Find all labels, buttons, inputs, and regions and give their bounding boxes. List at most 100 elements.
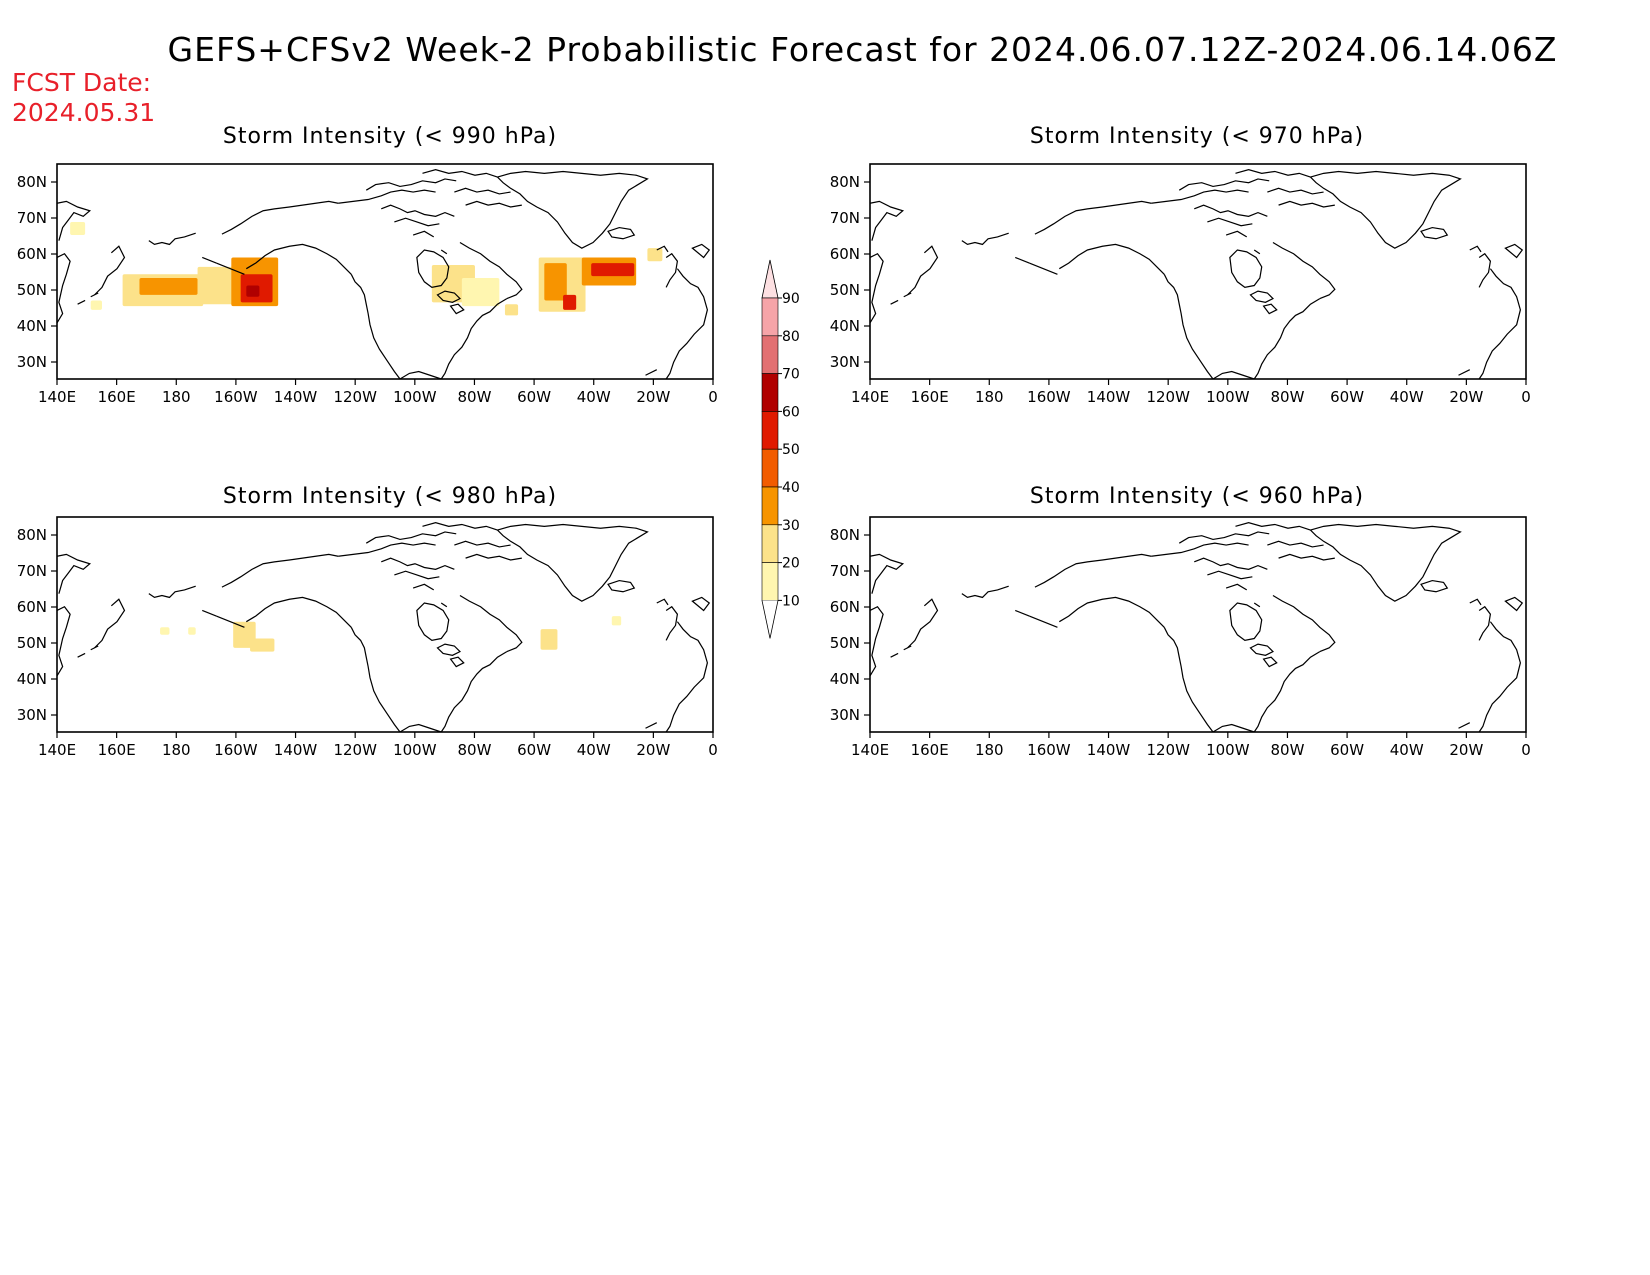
probability-cell [563, 294, 577, 310]
colorbar-label: 70 [782, 367, 800, 383]
map-frame [56, 163, 714, 380]
lat-tick-label: 80N [830, 526, 860, 544]
lat-tick-label: 40N [17, 670, 47, 688]
fcst-date-caption: FCST Date: [12, 68, 152, 97]
lon-tick-label: 160W [214, 388, 258, 406]
probability-cell [591, 263, 635, 277]
lon-tick-label: 120W [333, 388, 377, 406]
lat-tick-label: 40N [17, 317, 47, 335]
lon-tick-label: 140E [38, 741, 76, 759]
lon-tick-label: 60W [1330, 741, 1364, 759]
probability-cell [160, 627, 170, 635]
probability-shading [70, 221, 663, 316]
lat-tick-label: 60N [17, 598, 47, 616]
lon-tick-label: 0 [708, 388, 718, 406]
probability-cell [540, 629, 558, 650]
colorbar-label: 50 [782, 442, 800, 458]
lat-tick-label: 60N [830, 598, 860, 616]
map-frame [869, 516, 1527, 733]
lon-tick-label: 80W [457, 388, 491, 406]
lat-tick-label: 40N [830, 317, 860, 335]
coastlines [869, 168, 1523, 380]
lon-tick-label: 140W [274, 388, 318, 406]
lon-tick-label: 40W [1390, 741, 1424, 759]
lon-tick-label: 180 [162, 741, 191, 759]
lat-tick-label: 40N [830, 670, 860, 688]
colorbar-label: 60 [782, 404, 800, 420]
probability-cell [544, 263, 567, 301]
colorbar-bottom-arrow [761, 600, 779, 639]
probability-shading [160, 616, 622, 652]
lon-tick-label: 160W [214, 741, 258, 759]
lon-tick-label: 80W [1270, 388, 1304, 406]
lon-tick-label: 80W [1270, 741, 1304, 759]
lon-tick-label: 0 [1521, 388, 1531, 406]
probability-cell [139, 278, 198, 295]
colorbar-swatch [761, 411, 779, 450]
lon-tick-label: 20W [1449, 388, 1483, 406]
colorbar-swatch [761, 562, 779, 601]
probability-cell [246, 285, 260, 297]
fcst-date-value: 2024.05.31 [12, 98, 156, 127]
colorbar: 90 80 70 60 50 40 30 20 10 [761, 259, 800, 639]
lon-tick-label: 160E [98, 741, 136, 759]
lon-tick-label: 180 [975, 741, 1004, 759]
map-frame [869, 163, 1527, 380]
lat-tick-label: 50N [17, 281, 47, 299]
colorbar-label: 10 [782, 593, 800, 609]
lon-tick-label: 100W [393, 388, 437, 406]
coastlines [56, 521, 710, 733]
lat-tick-label: 50N [830, 634, 860, 652]
colorbar-label: 90 [782, 291, 800, 307]
coastlines [869, 521, 1523, 733]
lat-tick-label: 60N [17, 245, 47, 263]
lon-tick-label: 140E [851, 388, 889, 406]
lon-tick-label: 0 [708, 741, 718, 759]
lat-tick-label: 70N [830, 209, 860, 227]
probability-cell [250, 638, 275, 652]
probability-cell [647, 248, 663, 262]
probability-cell [188, 627, 196, 635]
lon-tick-label: 160W [1027, 741, 1071, 759]
lon-tick-label: 20W [1449, 741, 1483, 759]
lon-tick-label: 180 [162, 388, 191, 406]
map-frame [56, 516, 714, 733]
lat-tick-label: 60N [830, 245, 860, 263]
lon-tick-label: 140W [1087, 388, 1131, 406]
lon-tick-label: 40W [577, 741, 611, 759]
lat-tick-label: 80N [17, 173, 47, 191]
lat-tick-label: 70N [17, 562, 47, 580]
lat-tick-label: 70N [17, 209, 47, 227]
lon-tick-label: 60W [517, 741, 551, 759]
map-980: 140E 160E 180 160W 140W 120W 100W 80W 60W 40W 20W 0… [17, 516, 718, 759]
map-960: 140E 160E 180 160W 140W 120W 100W 80W 60W 40W 20W 0… [830, 516, 1531, 759]
colorbar-swatch [761, 335, 779, 374]
lon-tick-label: 140E [38, 388, 76, 406]
colorbar-label: 20 [782, 556, 800, 572]
lon-tick-label: 20W [636, 388, 670, 406]
lon-tick-label: 160E [911, 388, 949, 406]
colorbar-top-arrow [761, 259, 779, 299]
lon-tick-label: 100W [1206, 741, 1250, 759]
lat-tick-label: 30N [830, 706, 860, 724]
lon-tick-label: 60W [1330, 388, 1364, 406]
panel-title-990: Storm Intensity (< 990 hPa) [222, 124, 558, 149]
lat-tick-label: 30N [17, 706, 47, 724]
probability-cell [70, 221, 86, 236]
lat-tick-label: 30N [17, 353, 47, 371]
lon-tick-label: 140W [274, 741, 318, 759]
probability-cell [611, 616, 622, 626]
lon-tick-label: 160W [1027, 388, 1071, 406]
colorbar-label: 80 [782, 329, 800, 345]
lon-tick-label: 160E [98, 388, 136, 406]
lon-tick-label: 60W [517, 388, 551, 406]
probability-cell [197, 266, 236, 305]
panel-title-980: Storm Intensity (< 980 hPa) [222, 484, 558, 509]
map-970: 140E 160E 180 160W 140W 120W 100W 80W 60W 40W 20W 0… [830, 163, 1531, 406]
forecast-date-label: FCST Date: 2024.05.31 [12, 68, 155, 128]
lat-tick-label: 80N [17, 526, 47, 544]
colorbar-swatch [761, 486, 779, 526]
probability-cell [504, 304, 519, 316]
colorbar-swatch [761, 524, 779, 563]
lon-tick-label: 40W [577, 388, 611, 406]
